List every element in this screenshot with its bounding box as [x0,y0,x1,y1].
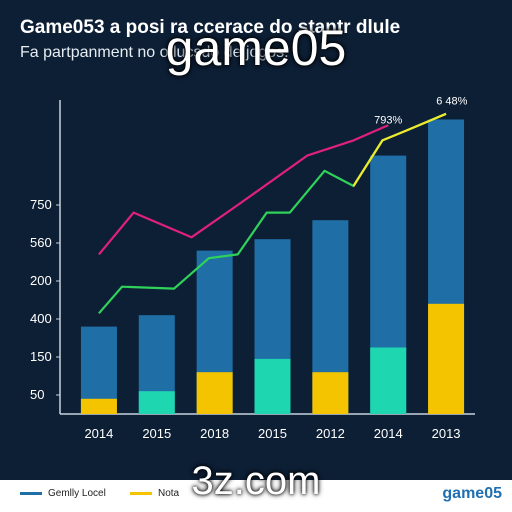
bar-s1-6 [428,303,465,414]
legend-footer: Gemlly Locel Nota game05 [0,480,512,512]
x-tick-label-6: 2013 [432,426,461,441]
y-tick-label-4: 560 [30,235,52,250]
chart-subtitle: Fa partpanment no o lucsdo de jogos. [20,44,289,61]
y-tick-label-1: 150 [30,349,52,364]
y-tick-label-5: 750 [30,197,52,212]
legend-item-0: Gemlly Locel [20,488,106,499]
legend-label-0: Gemlly Locel [48,488,106,499]
line-series-2 [98,124,389,256]
watermark-top: game05 [165,20,347,76]
bar-s1-5 [370,347,407,414]
bar-s1-0 [80,398,117,414]
x-tick-label-3: 2015 [258,426,287,441]
x-tick-label-0: 2014 [84,426,113,441]
bar-s1-4 [312,372,349,414]
annotation-1: 793% [374,114,402,126]
bar-s1-2 [196,372,233,414]
y-tick-label-3: 200 [30,273,52,288]
x-tick-label-2: 2018 [200,426,229,441]
brand-logo: game05 [442,485,502,502]
legend-swatch-0 [20,492,42,495]
x-tick-label-4: 2012 [316,426,345,441]
chart-title: Game053 a posi ra ccerace do stantr dlul… [20,17,401,38]
x-tick-label-5: 2014 [374,426,403,441]
annotation-0: 6 48% [436,95,467,107]
legend-item-1: Nota [130,488,179,499]
chart-plot: 50 150 400 200 560 750 2014 2015 2018 2015 2012 201… [30,95,475,441]
bar-s1-3 [254,358,291,414]
line-series-4 [352,112,447,187]
legend-label-1: Nota [158,488,180,499]
watermark-bottom: 3z.com [191,459,321,503]
x-tick-label-1: 2015 [142,426,171,441]
bar-s1-1 [138,391,175,414]
y-tick-label-2: 400 [30,311,52,326]
y-tick-label-0: 50 [30,387,44,402]
legend-swatch-1 [130,492,152,495]
